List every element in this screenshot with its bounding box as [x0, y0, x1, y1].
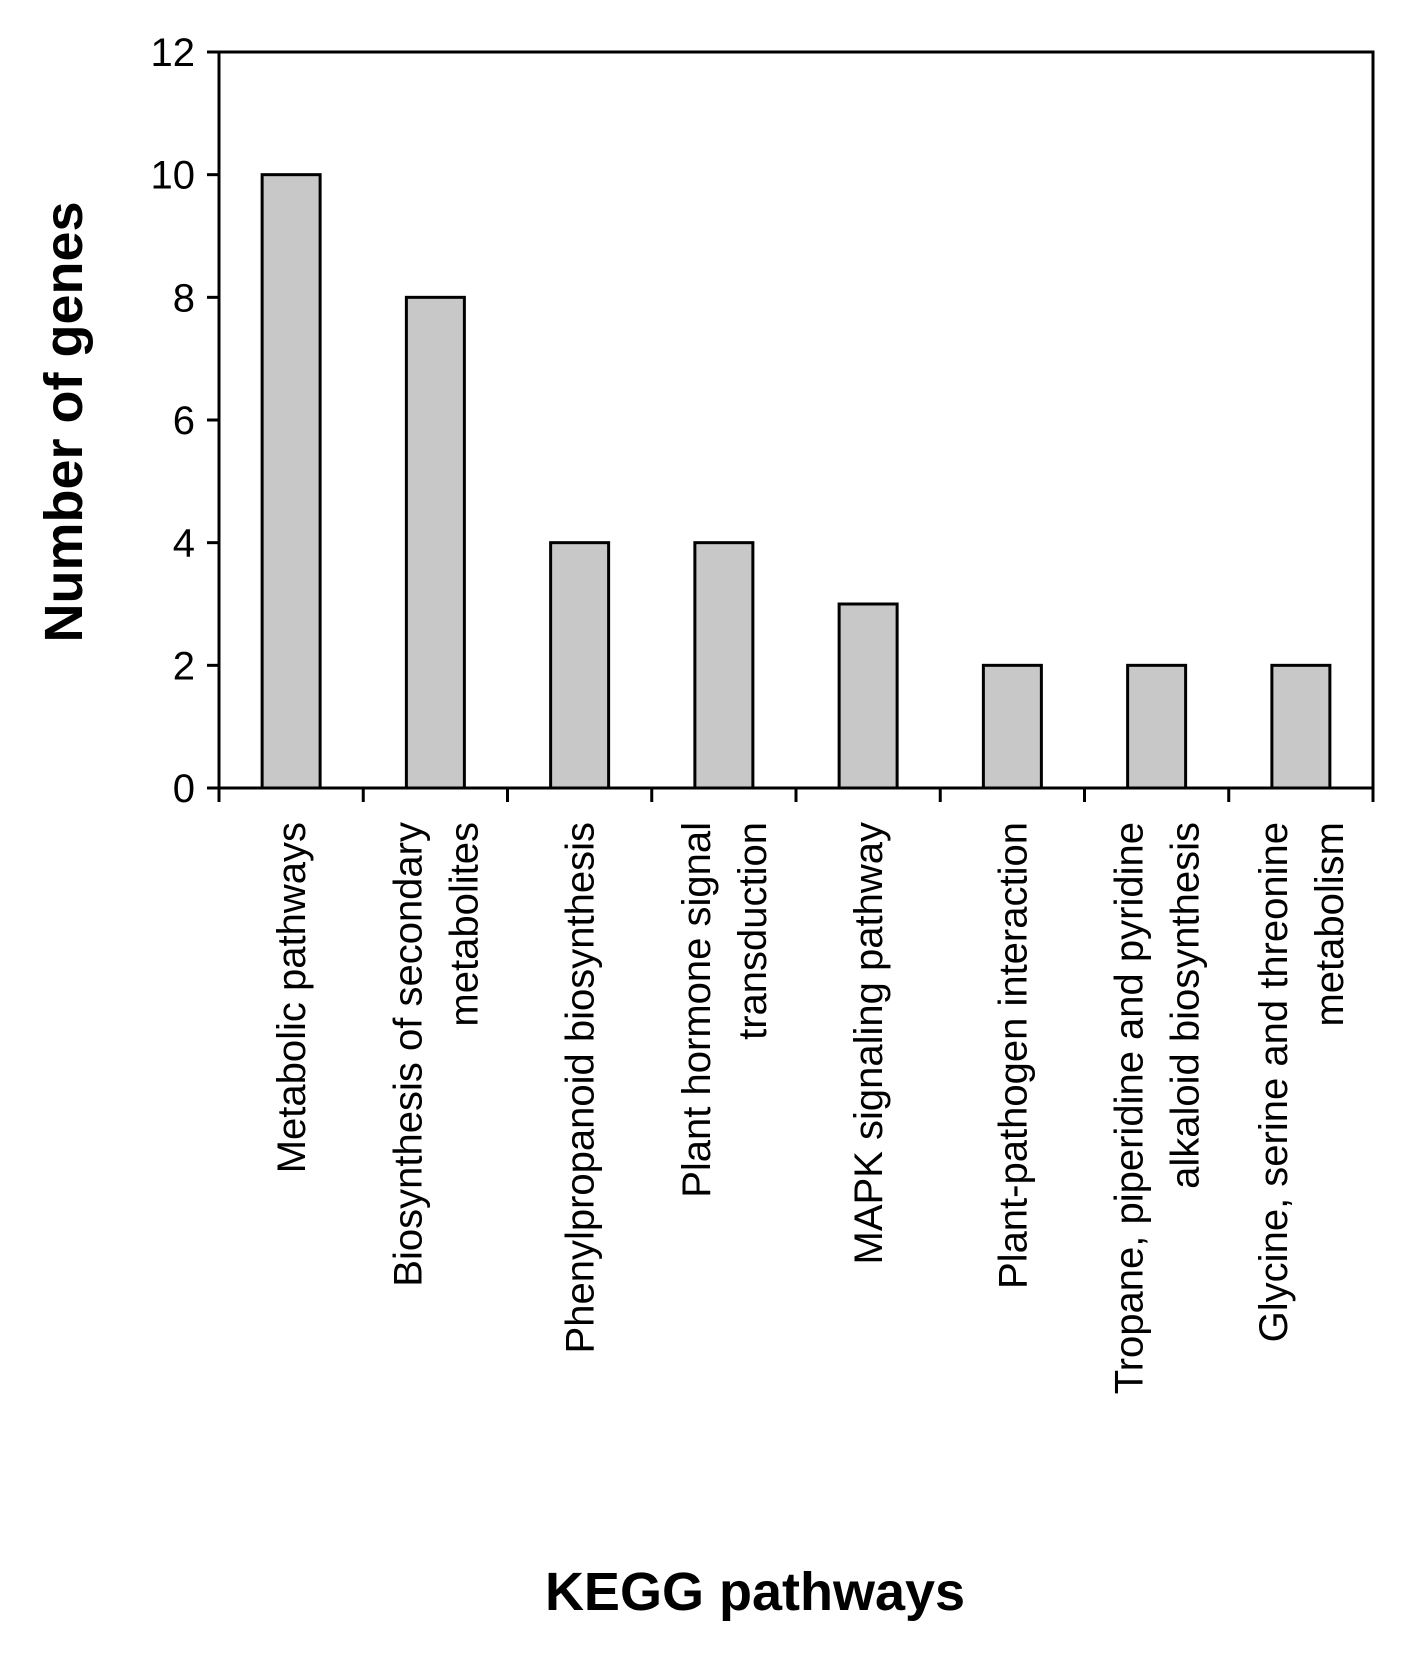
x-category-label-line: metabolism [1308, 822, 1352, 1027]
bar [1270, 663, 1332, 790]
bar [260, 173, 322, 790]
x-category-label-line: metabolites [442, 822, 486, 1027]
x-category-label-line: MAPK signaling pathway [847, 822, 891, 1264]
y-tick-label: 2 [173, 644, 195, 688]
x-category-label: Plant-pathogen interaction [991, 822, 1035, 1289]
bar [693, 541, 755, 790]
x-category-label: Glycine, serine and threonine metabolism [1252, 822, 1352, 1342]
x-category-label-line: Plant-pathogen interaction [991, 822, 1035, 1289]
plot-area [217, 50, 1375, 790]
bar [404, 295, 466, 790]
x-category-label: Phenylpropanoid biosynthesis [559, 822, 603, 1353]
x-category-label: Biosynthesis of secondary metabolites [386, 822, 486, 1287]
bar [1126, 663, 1188, 790]
y-tick-label: 8 [173, 276, 195, 320]
x-category-label: Tropane, piperidine and pyridine alkaloid… [1108, 822, 1208, 1394]
x-category-label: Plant hormone signal transduction [675, 822, 775, 1198]
y-tick-label: 4 [173, 522, 195, 566]
x-category-label-line: transduction [731, 822, 775, 1040]
x-category-label-line: Glycine, serine and threonine [1252, 822, 1296, 1342]
y-tick-label: 12 [151, 31, 196, 75]
plot-frame [217, 50, 1375, 790]
y-tick-label: 10 [151, 154, 196, 198]
bar [549, 541, 611, 790]
bars [260, 173, 1332, 790]
x-category-label-line: Tropane, piperidine and pyridine [1108, 822, 1152, 1394]
x-category-label-line: alkaloid biosynthesis [1164, 822, 1208, 1189]
y-tick-label: 6 [173, 399, 195, 443]
x-axis-title: KEGG pathways [545, 1562, 965, 1622]
x-category-label-line: Plant hormone signal [675, 822, 719, 1198]
bar [981, 663, 1043, 790]
bar [837, 602, 899, 790]
x-category-label-line: Metabolic pathways [270, 822, 314, 1173]
x-category-label-line: Biosynthesis of secondary [386, 822, 430, 1287]
y-axis-title: Number of genes [34, 201, 94, 642]
y-tick-label: 0 [173, 767, 195, 811]
y-axis: 0 2 4 6 8 10 12 [151, 31, 219, 811]
x-category-label-line: Phenylpropanoid biosynthesis [559, 822, 603, 1353]
x-axis: Metabolic pathways Biosynthesis of second… [217, 788, 1375, 1394]
x-category-label: Metabolic pathways [270, 822, 314, 1173]
x-category-label: MAPK signaling pathway [847, 822, 891, 1264]
